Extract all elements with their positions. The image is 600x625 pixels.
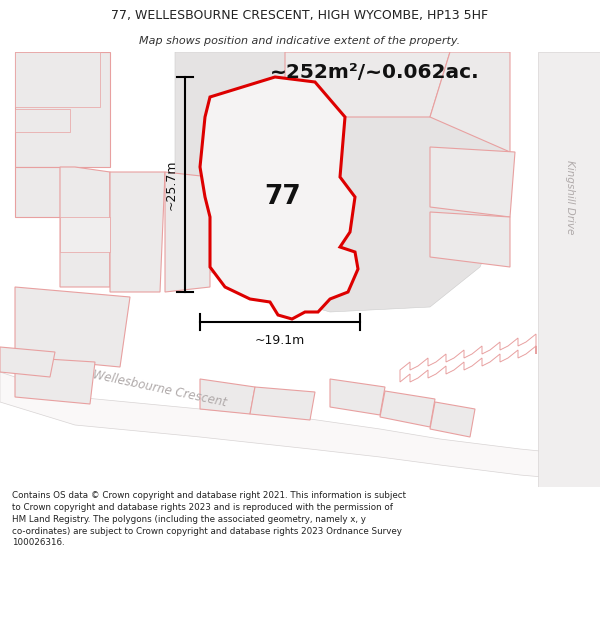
Text: Map shows position and indicative extent of the property.: Map shows position and indicative extent… (139, 36, 461, 46)
Polygon shape (110, 172, 165, 292)
Polygon shape (430, 402, 475, 437)
Polygon shape (538, 52, 600, 487)
Polygon shape (15, 52, 100, 107)
Text: 77, WELLESBOURNE CRESCENT, HIGH WYCOMBE, HP13 5HF: 77, WELLESBOURNE CRESCENT, HIGH WYCOMBE,… (112, 9, 488, 22)
Polygon shape (175, 52, 510, 312)
Polygon shape (430, 212, 510, 267)
Text: ~25.7m: ~25.7m (164, 159, 178, 210)
Polygon shape (380, 391, 435, 427)
Polygon shape (15, 52, 110, 167)
Polygon shape (0, 347, 55, 377)
Polygon shape (60, 217, 110, 252)
Text: ~19.1m: ~19.1m (255, 334, 305, 346)
Polygon shape (15, 287, 130, 367)
Polygon shape (200, 379, 255, 414)
Polygon shape (250, 387, 315, 420)
Polygon shape (15, 357, 95, 404)
Polygon shape (15, 109, 70, 132)
Polygon shape (15, 167, 60, 217)
Text: Contains OS data © Crown copyright and database right 2021. This information is : Contains OS data © Crown copyright and d… (12, 491, 406, 548)
Polygon shape (430, 52, 510, 152)
Polygon shape (165, 172, 210, 292)
Text: Wellesbourne Crescent: Wellesbourne Crescent (92, 368, 228, 409)
Polygon shape (200, 77, 358, 319)
Polygon shape (60, 167, 110, 287)
Polygon shape (430, 147, 515, 217)
Polygon shape (0, 372, 600, 482)
Text: ~252m²/~0.062ac.: ~252m²/~0.062ac. (270, 63, 479, 82)
Polygon shape (330, 379, 385, 415)
Polygon shape (285, 52, 450, 117)
Text: Kingshill Drive: Kingshill Drive (565, 160, 575, 234)
Text: 77: 77 (265, 184, 301, 210)
